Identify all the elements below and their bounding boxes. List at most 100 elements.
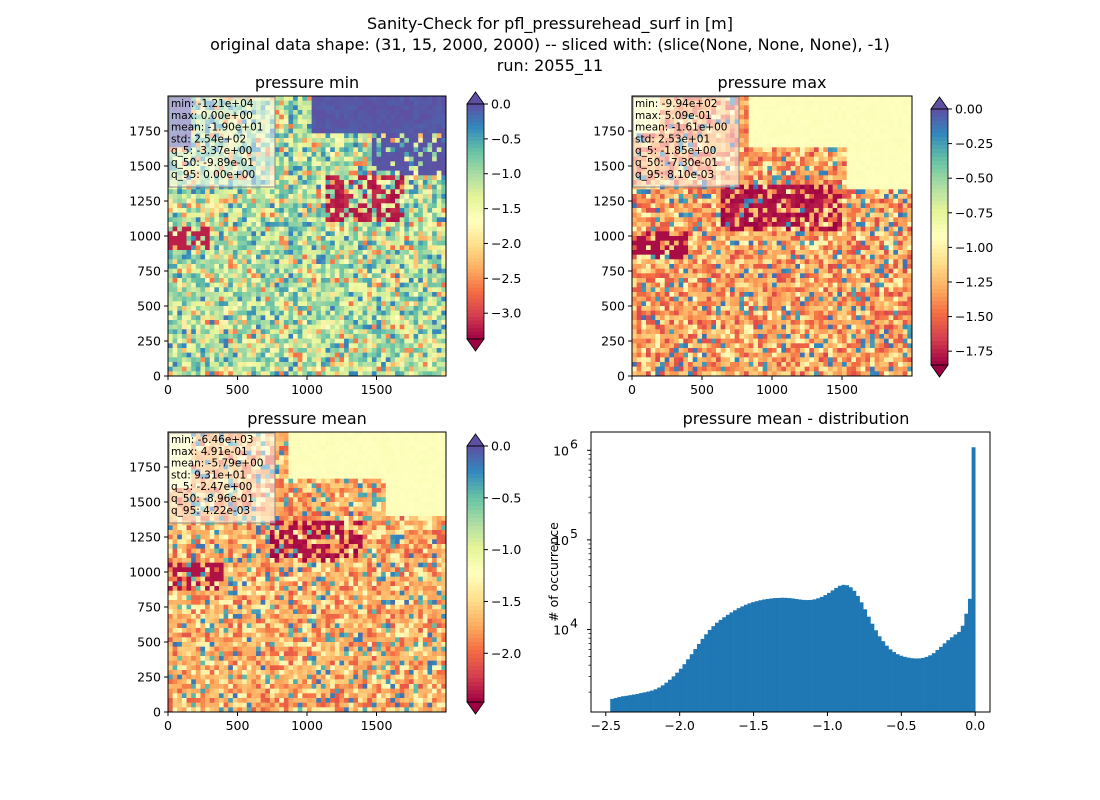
heatmap-cell [168,343,174,349]
heatmap-cell [334,315,340,321]
heatmap-cell [874,128,880,134]
heatmap-cell [302,142,308,148]
heatmap-cell [228,198,234,204]
heatmap-cell [330,170,336,176]
heatmap-cell [893,138,899,144]
heatmap-cell [325,296,331,302]
heatmap-cell [376,306,382,312]
heatmap-cell [316,208,322,214]
heatmap-cell [427,371,433,377]
heatmap-cell [893,100,899,106]
heatmap-cell [884,156,890,162]
heatmap-cell [739,133,745,139]
heatmap-cell [362,119,368,125]
heatmap-cell [283,226,289,232]
heatmap-cell [283,189,289,195]
heatmap-cell [297,152,303,158]
heatmap-cell [427,105,433,111]
heatmap-cell [418,161,424,167]
heatmap-cell [283,315,289,321]
heatmap-cell [209,282,215,288]
heatmap-cell [307,310,313,316]
heatmap-cell [288,222,294,228]
heatmap-cell [367,189,373,195]
heatmap-cell [748,124,754,130]
heatmap-cell [218,208,224,214]
heatmap-cell [870,133,876,139]
colorbar-segment [467,115,484,120]
heatmap-cell [302,114,308,120]
heatmap-cell [404,296,410,302]
heatmap-cell [311,334,317,340]
heatmap-cell [860,110,866,116]
heatmap-cell [870,147,876,153]
heatmap-cell [390,119,396,125]
heatmap-cell [837,166,843,172]
heatmap-cell [205,254,211,260]
heatmap-cell [422,324,428,330]
heatmap-cell [371,236,377,242]
heatmap-cell [795,189,801,195]
heatmap-cell [297,338,303,344]
heatmap-cell [762,184,768,190]
heatmap-cell [209,357,215,363]
heatmap-cell [339,96,345,102]
heatmap-cell [767,114,773,120]
heatmap-cell [753,133,759,139]
heatmap-cell [879,175,885,181]
heatmap-cell [251,310,257,316]
heatmap-cell [395,236,401,242]
heatmap-cell [311,250,317,256]
heatmap-cell [302,166,308,172]
heatmap-cell [884,189,890,195]
heatmap-cell [874,133,880,139]
heatmap-cell [181,310,187,316]
heatmap-cell [832,175,838,181]
heatmap-cell [399,301,405,307]
heatmap-cell [288,166,294,172]
heatmap-cell [177,371,183,377]
heatmap-cell [772,170,778,176]
heatmap-cell [422,306,428,312]
heatmap-cell [330,110,336,116]
heatmap-cell [265,212,271,218]
heatmap-cell [265,194,271,200]
heatmap-cell [316,198,322,204]
heatmap-cell [399,100,405,106]
heatmap-cell [390,217,396,223]
heatmap-cell [181,357,187,363]
heatmap-cell [362,138,368,144]
heatmap-cell [288,189,294,195]
heatmap-cell [274,306,280,312]
heatmap-cell [781,175,787,181]
heatmap-cell [320,161,326,167]
heatmap-cell [260,212,266,218]
heatmap-cell [367,306,373,312]
heatmap-cell [795,156,801,162]
heatmap-cell [436,114,442,120]
heatmap-cell [279,110,285,116]
heatmap-cell [279,371,285,377]
heatmap-cell [753,152,759,158]
heatmap-cell [348,320,354,326]
heatmap-cell [195,310,201,316]
heatmap-cell [307,184,313,190]
heatmap-cell [172,315,178,321]
heatmap-cell [860,184,866,190]
heatmap-cell [339,240,345,246]
heatmap-cell [362,268,368,274]
heatmap-cell [385,156,391,162]
heatmap-cell [371,338,377,344]
heatmap-cell [297,264,303,270]
heatmap-cell [818,96,824,102]
heatmap-cell [758,133,764,139]
heatmap-cell [399,217,405,223]
heatmap-cell [371,268,377,274]
heatmap-cell [408,110,414,116]
heatmap-cell [884,166,890,172]
heatmap-cell [376,180,382,186]
heatmap-cell [884,114,890,120]
heatmap-cell [371,254,377,260]
heatmap-cell [223,250,229,256]
heatmap-cell [181,231,187,237]
